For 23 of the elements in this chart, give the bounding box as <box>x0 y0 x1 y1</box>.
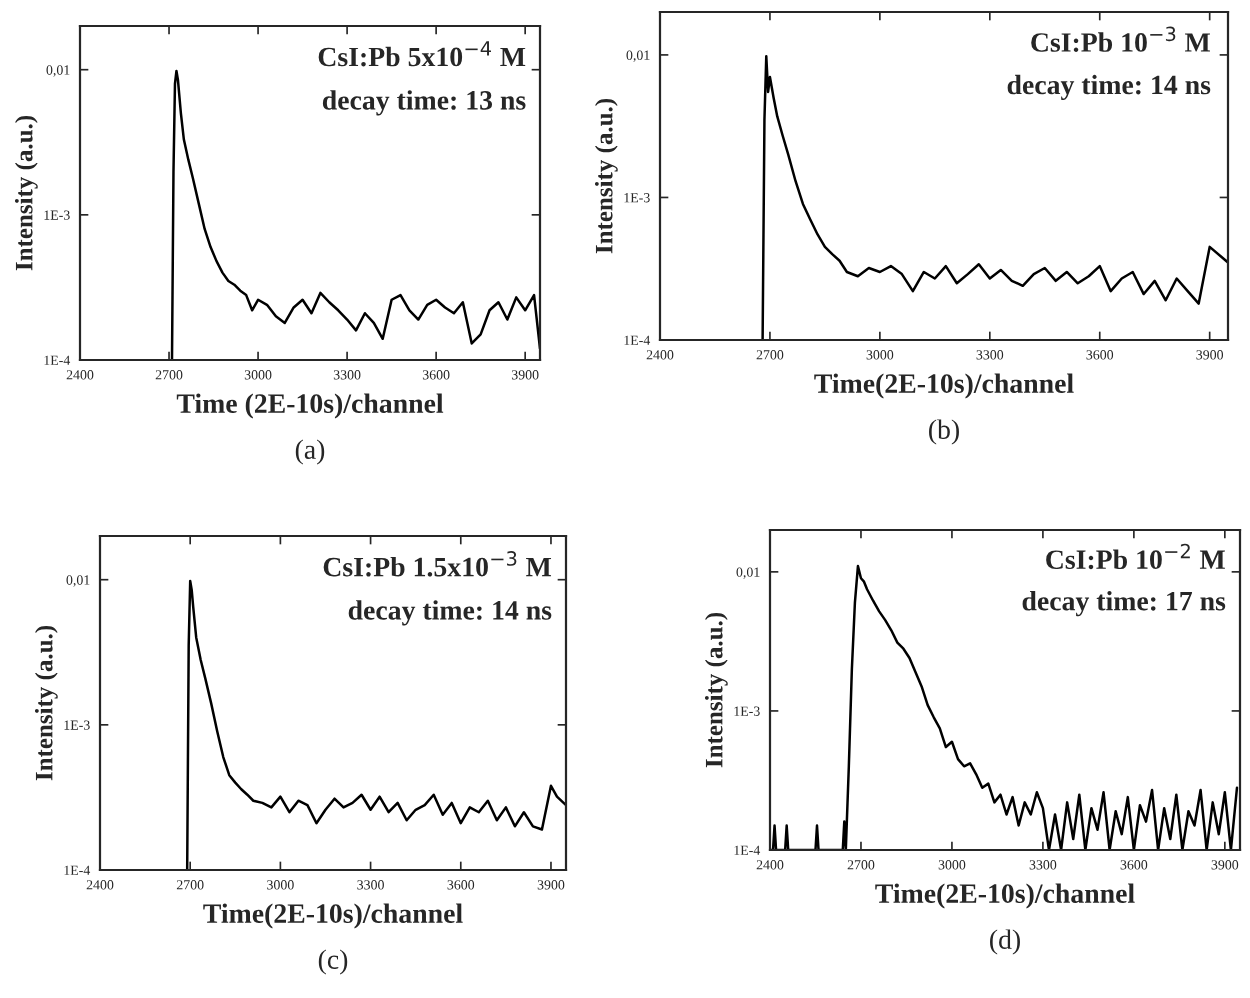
x-axis-title: Time(2E-10s)/channel <box>203 903 463 929</box>
x-axis-title: Time (2E-10s)/channel <box>176 393 444 419</box>
line-series <box>761 54 1228 340</box>
text: (b) <box>929 419 959 445</box>
line-series <box>170 69 540 360</box>
y-axis-title: Intensity (a.u.) <box>14 115 38 271</box>
text: (a) <box>295 439 325 465</box>
annotation: decay time: 13 ns <box>322 90 526 116</box>
y-axis-title: Intensity (a.u.) <box>34 625 58 781</box>
y-axis-title: Intensity (a.u.) <box>704 612 728 768</box>
annotation: CsI:Pb 10$^{−2}$ M <box>1046 543 1225 570</box>
x-axis-title: Time(2E-10s)/channel <box>875 883 1135 909</box>
y-axis-title: Intensity (a.u.) <box>594 98 618 254</box>
line-series <box>185 579 566 870</box>
annotation: CsI:Pb 10$^{−3}$ M <box>1031 26 1210 52</box>
annotation: decay time: 14 ns <box>348 600 552 626</box>
annotation: decay time: 17 ns <box>1022 590 1226 617</box>
annotation: CsI:Pb 5x10$^{−4}$ M <box>318 41 526 67</box>
text: (c) <box>318 949 348 975</box>
annotation: CsI:Pb 1.5x10$^{−3}$ M <box>323 551 552 577</box>
x-axis-title: Time(2E-10s)/channel <box>814 373 1074 399</box>
text: (d) <box>990 929 1020 955</box>
annotation: decay time: 14 ns <box>1007 74 1211 101</box>
